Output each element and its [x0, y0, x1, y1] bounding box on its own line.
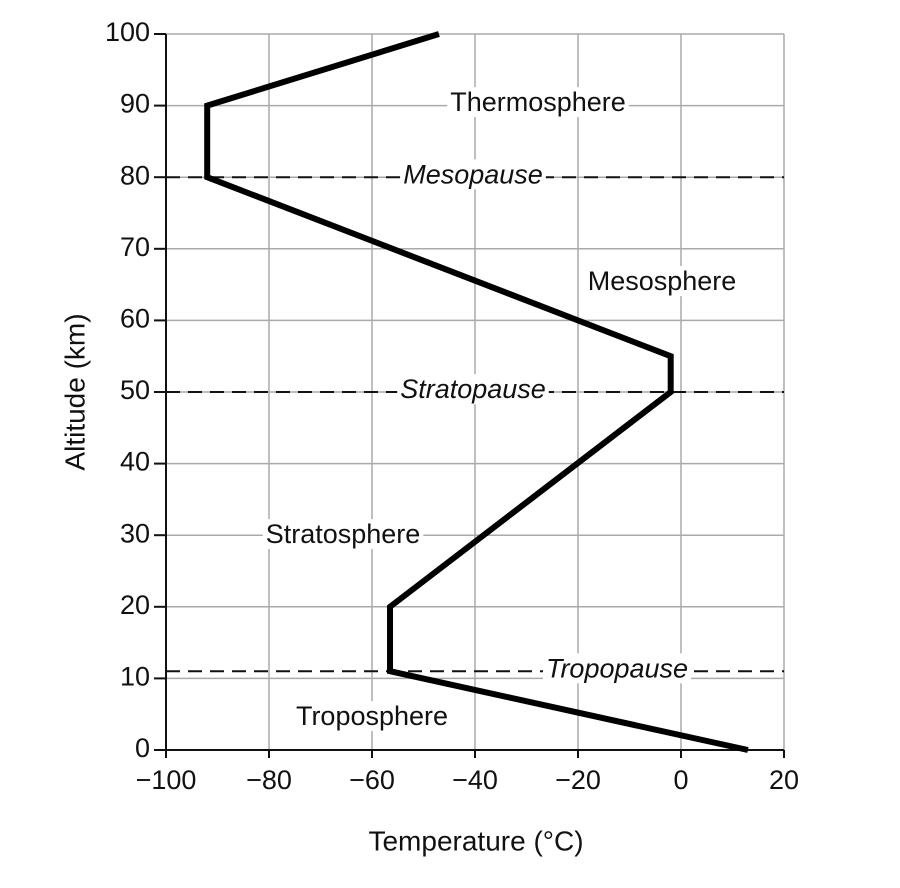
y-axis-title: Altitude (km) [59, 313, 90, 470]
label-background [397, 374, 549, 405]
x-tick-label: 0 [673, 765, 688, 795]
x-tick-label: 20 [769, 765, 799, 795]
y-tick-label: 30 [120, 518, 150, 548]
y-tick-label: 80 [120, 160, 150, 190]
layer-label: Thermosphere [450, 87, 626, 117]
y-tick-label: 10 [120, 662, 150, 692]
x-tick-label: −40 [452, 765, 498, 795]
label-background [400, 159, 546, 190]
y-tick-label: 90 [120, 89, 150, 119]
y-tick-label: 100 [105, 17, 150, 47]
label-background [262, 519, 424, 550]
layer-label: Troposphere [296, 701, 448, 731]
reference-label: Mesopause [403, 159, 543, 189]
y-tick-label: 60 [120, 304, 150, 334]
y-tick-label: 40 [120, 447, 150, 477]
y-tick-label: 70 [120, 232, 150, 262]
y-tick-label: 20 [120, 590, 150, 620]
reference-label: Stratopause [400, 374, 546, 404]
x-tick-label: −80 [246, 765, 292, 795]
x-tick-label: −100 [136, 765, 197, 795]
x-tick-label: −60 [349, 765, 395, 795]
layer-label: Stratosphere [266, 519, 421, 549]
layer-label: Mesosphere [588, 266, 737, 296]
label-background [542, 653, 692, 684]
label-background [584, 266, 740, 297]
y-tick-label: 0 [135, 733, 150, 763]
x-axis-title: Temperature (°C) [368, 825, 583, 856]
x-tick-label: −20 [555, 765, 601, 795]
label-background [292, 701, 452, 732]
label-background [447, 87, 629, 118]
reference-label: Tropopause [546, 653, 688, 683]
temperature-line [204, 31, 749, 753]
y-tick-label: 50 [120, 375, 150, 405]
